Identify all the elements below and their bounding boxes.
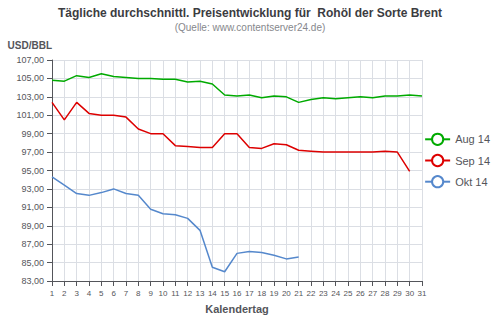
svg-text:15: 15	[220, 289, 229, 298]
svg-text:Sep 14: Sep 14	[455, 155, 490, 167]
svg-text:103,00: 103,00	[16, 92, 44, 102]
svg-text:105,00: 105,00	[16, 73, 44, 83]
svg-text:31: 31	[418, 289, 427, 298]
svg-text:101,00: 101,00	[16, 110, 44, 120]
svg-text:17: 17	[245, 289, 254, 298]
svg-text:9: 9	[148, 289, 153, 298]
svg-text:93,00: 93,00	[21, 184, 44, 194]
svg-text:14: 14	[208, 289, 217, 298]
svg-text:5: 5	[99, 289, 104, 298]
svg-text:29: 29	[393, 289, 402, 298]
svg-text:91,00: 91,00	[21, 202, 44, 212]
svg-text:11: 11	[171, 289, 180, 298]
svg-text:6: 6	[111, 289, 116, 298]
svg-text:2: 2	[62, 289, 67, 298]
svg-text:87,00: 87,00	[21, 239, 44, 249]
svg-text:(Quelle: www.contentserver24.d: (Quelle: www.contentserver24.de)	[175, 22, 326, 33]
svg-text:20: 20	[282, 289, 291, 298]
svg-text:13: 13	[196, 289, 205, 298]
svg-text:Kalendertag: Kalendertag	[205, 303, 269, 315]
svg-text:19: 19	[270, 289, 279, 298]
svg-text:26: 26	[356, 289, 365, 298]
svg-text:83,00: 83,00	[21, 276, 44, 286]
svg-text:3: 3	[74, 289, 79, 298]
svg-text:85,00: 85,00	[21, 258, 44, 268]
svg-text:25: 25	[344, 289, 353, 298]
svg-text:23: 23	[319, 289, 328, 298]
svg-text:97,00: 97,00	[21, 147, 44, 157]
svg-text:99,00: 99,00	[21, 129, 44, 139]
svg-text:Tägliche durchschnittl. Preise: Tägliche durchschnittl. Preisentwicklung…	[58, 6, 442, 20]
svg-text:16: 16	[233, 289, 242, 298]
svg-text:22: 22	[307, 289, 316, 298]
svg-text:7: 7	[124, 289, 129, 298]
svg-text:107,00: 107,00	[16, 55, 44, 65]
svg-text:10: 10	[159, 289, 168, 298]
svg-text:4: 4	[87, 289, 92, 298]
svg-text:Aug 14: Aug 14	[455, 133, 490, 145]
svg-text:Okt 14: Okt 14	[455, 176, 487, 188]
svg-text:95,00: 95,00	[21, 166, 44, 176]
svg-text:USD/BBL: USD/BBL	[8, 40, 52, 51]
svg-text:30: 30	[405, 289, 414, 298]
svg-text:24: 24	[331, 289, 340, 298]
svg-text:12: 12	[183, 289, 192, 298]
svg-text:89,00: 89,00	[21, 221, 44, 231]
svg-text:1: 1	[50, 289, 55, 298]
svg-text:21: 21	[294, 289, 303, 298]
svg-text:28: 28	[381, 289, 390, 298]
svg-text:27: 27	[368, 289, 377, 298]
svg-text:18: 18	[257, 289, 266, 298]
svg-text:8: 8	[136, 289, 141, 298]
